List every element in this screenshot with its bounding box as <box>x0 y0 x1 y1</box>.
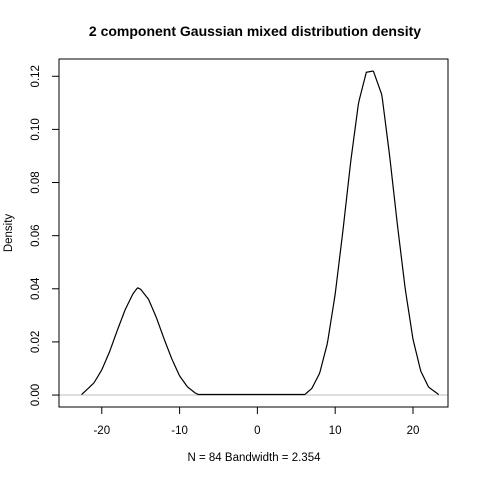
y-tick-label: 0.00 <box>30 384 42 406</box>
density-curve-0 <box>81 70 440 396</box>
chart-title: 2 component Gaussian mixed distribution … <box>89 23 421 39</box>
x-tick-label: -20 <box>93 425 110 437</box>
x-axis: -20 -10 0 10 20 <box>93 406 420 437</box>
x-tick-label: 20 <box>407 425 420 437</box>
y-tick-label: 0.04 <box>30 277 42 300</box>
y-tick-label: 0.02 <box>30 331 42 353</box>
y-axis-label: Density <box>3 214 15 253</box>
y-tick-label: 0.06 <box>30 224 42 246</box>
x-tick-label: 10 <box>329 425 342 437</box>
y-tick-label: 0.12 <box>30 65 42 87</box>
density-curve-layer <box>81 70 440 396</box>
x-tick-label: -10 <box>171 425 188 437</box>
y-tick-label: 0.10 <box>30 118 42 140</box>
y-tick-label: 0.08 <box>30 171 42 193</box>
x-axis-label: N = 84 Bandwidth = 2.354 <box>188 452 322 464</box>
x-tick-label: 0 <box>254 425 260 437</box>
y-axis: 0.00 0.02 0.04 0.06 0.08 0.10 0.12 <box>30 65 60 406</box>
